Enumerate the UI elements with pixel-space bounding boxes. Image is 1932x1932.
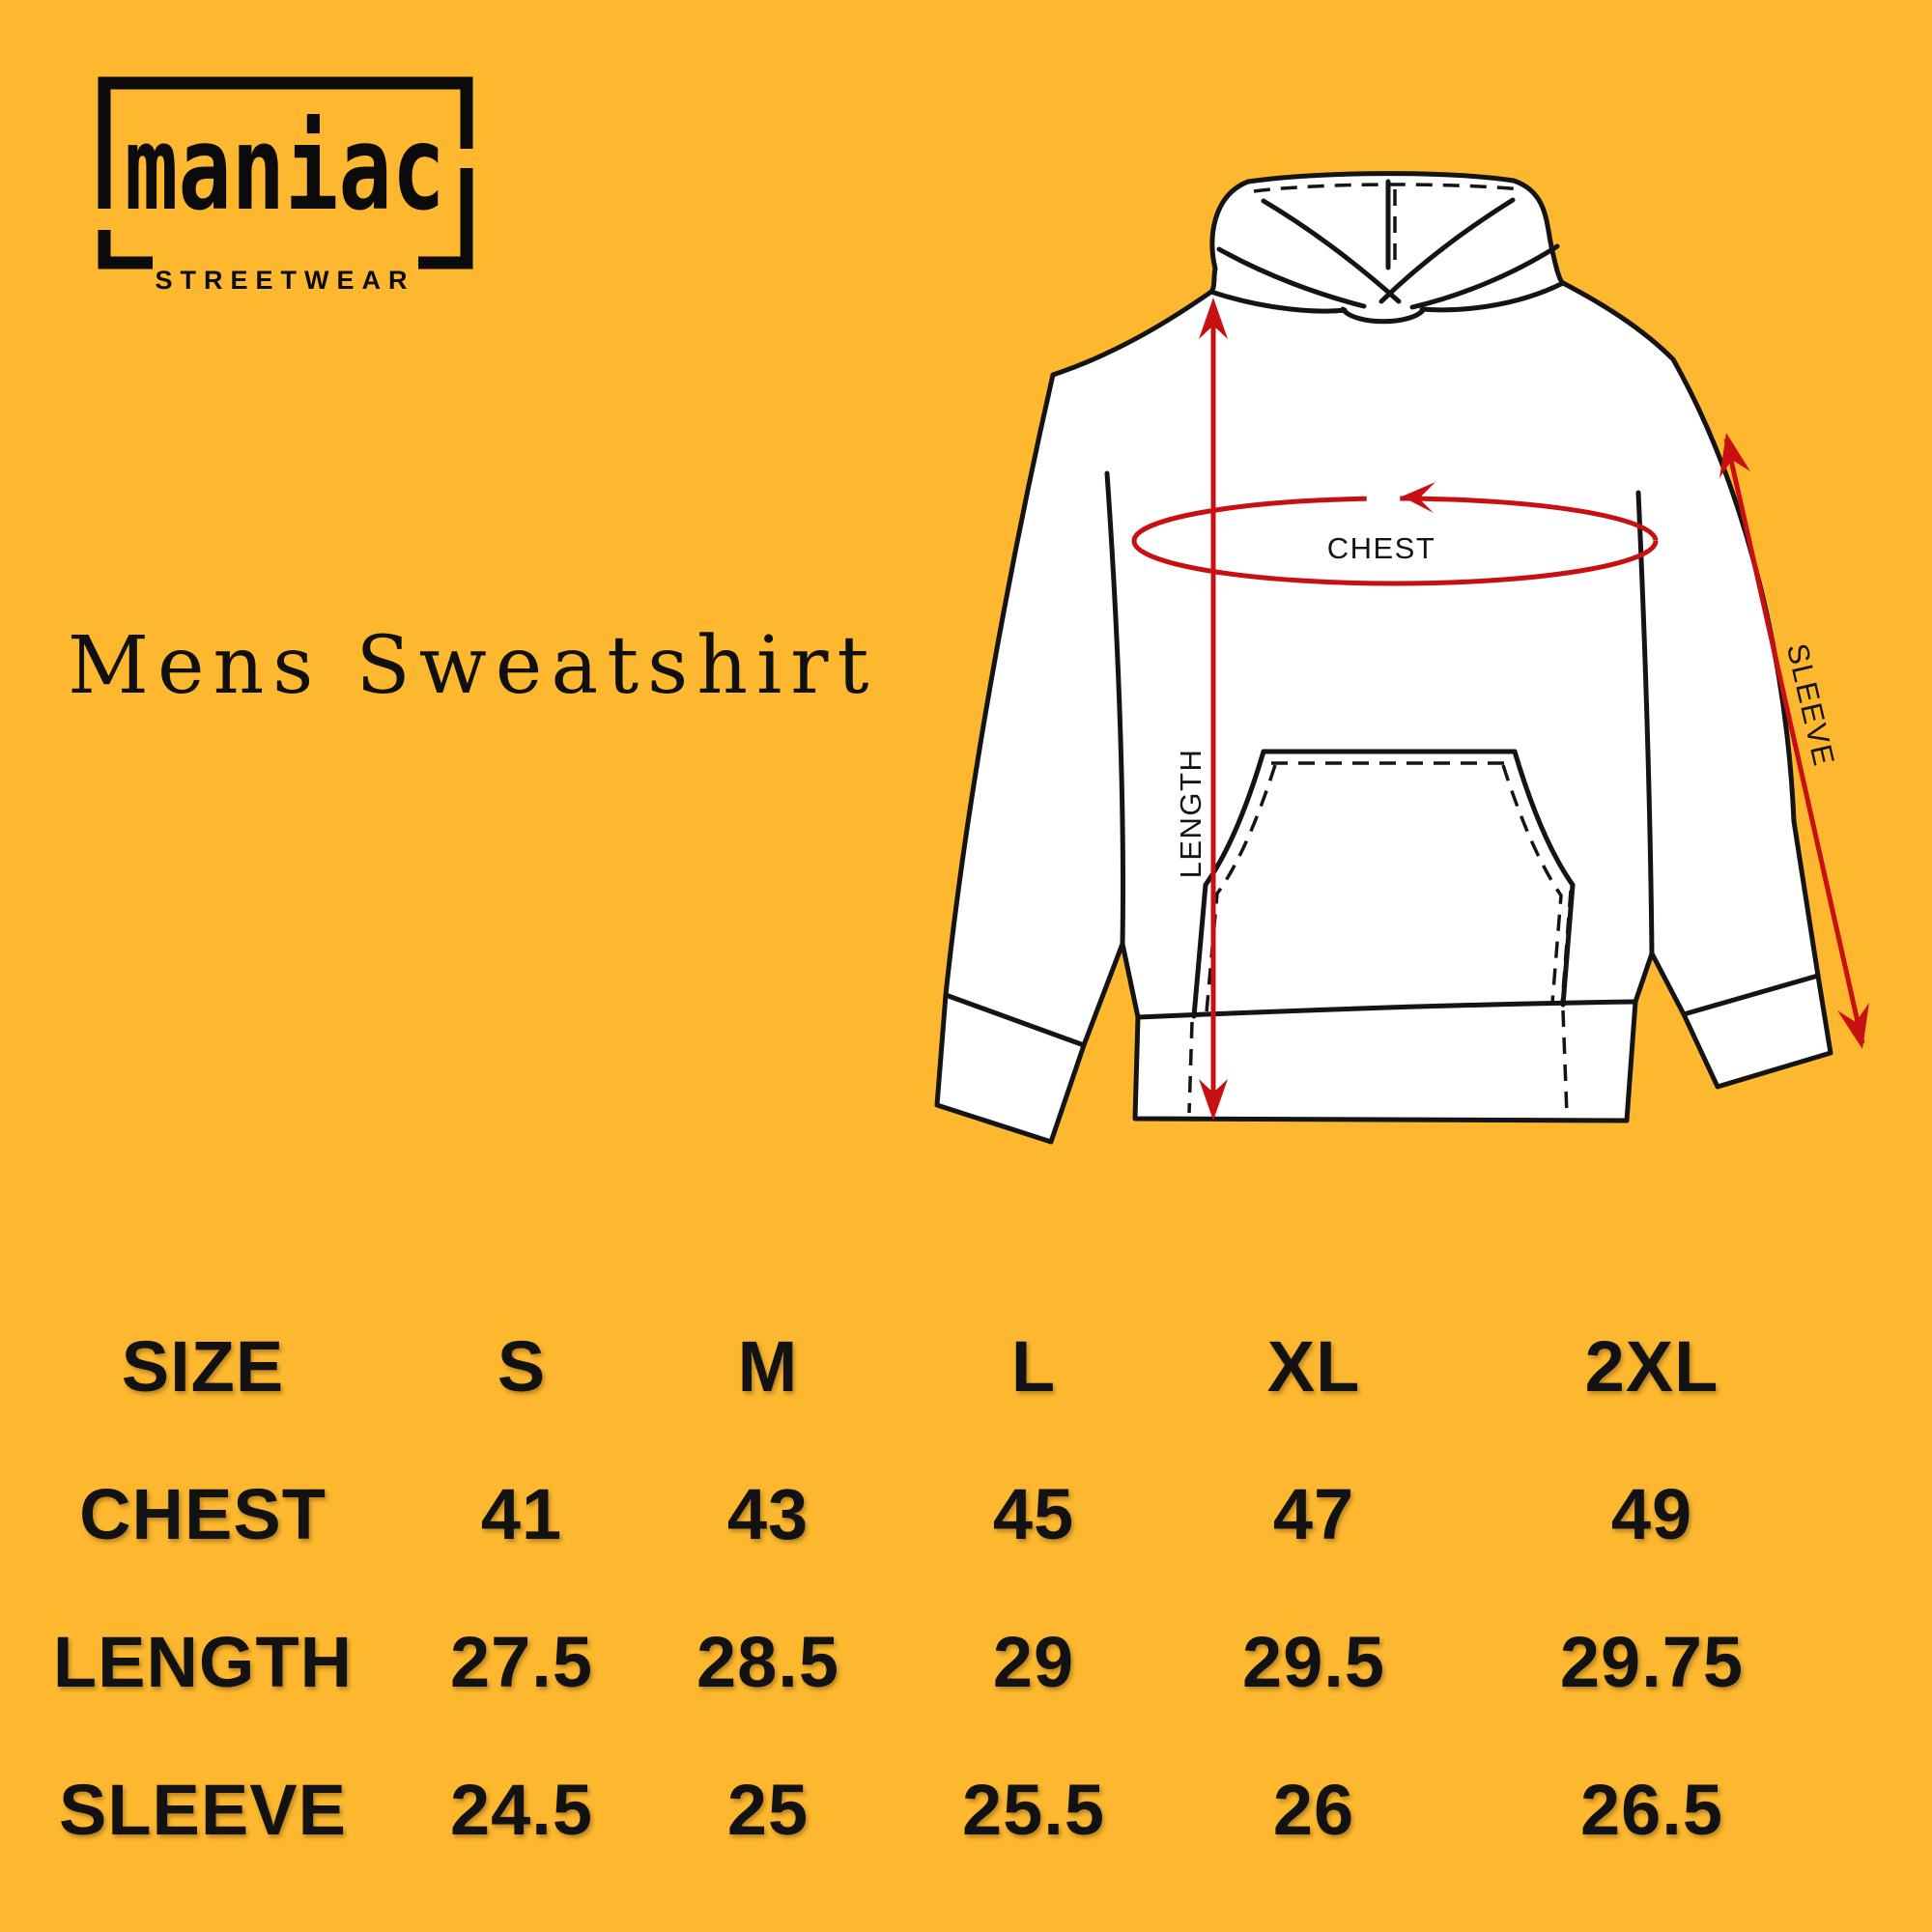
length-arrowhead-top bbox=[1199, 298, 1228, 339]
column-header-2xl: 2XL bbox=[1584, 1326, 1719, 1406]
table-row-chest: CHEST 41 43 45 47 49 bbox=[0, 1440, 1932, 1588]
length-arrowhead-bottom bbox=[1199, 1079, 1228, 1121]
table-header-row: SIZE S M L XL 2XL bbox=[0, 1293, 1932, 1440]
hood-left-fold-outer bbox=[1261, 198, 1402, 304]
length-value-l: 29 bbox=[992, 1622, 1075, 1702]
sleeve-value-l: 25.5 bbox=[961, 1770, 1106, 1850]
left-cuff-line bbox=[943, 992, 1087, 1048]
size-table: SIZE S M L XL 2XL CHEST 41 43 45 47 49 L… bbox=[0, 1293, 1932, 1884]
row-label-sleeve: SLEEVE bbox=[59, 1770, 347, 1850]
right-sleeve-seam bbox=[1635, 490, 1655, 956]
table-row-length: LENGTH 27.5 28.5 29 29.5 29.75 bbox=[0, 1588, 1932, 1736]
chest-value-2xl: 49 bbox=[1610, 1474, 1693, 1554]
pocket-right-stitch-2 bbox=[1560, 890, 1573, 1006]
waistband-line bbox=[1135, 999, 1638, 1020]
chest-value-xl: 47 bbox=[1272, 1474, 1355, 1554]
side-seam-stitch-left bbox=[1187, 1021, 1194, 1114]
pocket-right-stitch bbox=[1501, 764, 1563, 1004]
hood-right-fold-outer bbox=[1378, 197, 1516, 304]
logo-frame-bottom-left bbox=[98, 230, 153, 270]
sleeve-arrowhead-top bbox=[1719, 433, 1750, 478]
chest-value-l: 45 bbox=[992, 1474, 1075, 1554]
column-header-m: M bbox=[737, 1326, 799, 1406]
column-header-xl: XL bbox=[1266, 1326, 1361, 1406]
hood-left-fold-inner bbox=[1216, 246, 1367, 309]
sleeve-value-m: 25 bbox=[726, 1770, 810, 1850]
sleeve-value-xl: 26 bbox=[1272, 1770, 1355, 1850]
neck-seam-left bbox=[1208, 289, 1348, 314]
chest-value-s: 41 bbox=[480, 1474, 563, 1554]
logo-frame-top bbox=[98, 76, 473, 209]
sleeve-value-s: 24.5 bbox=[449, 1770, 594, 1850]
row-label-length: LENGTH bbox=[52, 1622, 354, 1702]
column-header-l: L bbox=[1010, 1326, 1057, 1406]
row-label-chest: CHEST bbox=[79, 1474, 327, 1554]
length-value-2xl: 29.75 bbox=[1559, 1622, 1745, 1702]
logo-frame-bottom-right bbox=[418, 168, 473, 270]
logo-subtext: STREETWEAR bbox=[156, 266, 415, 295]
chest-value-m: 43 bbox=[726, 1474, 810, 1554]
collar-cup bbox=[1340, 306, 1427, 325]
left-sleeve-seam bbox=[1104, 470, 1125, 947]
hoodie-silhouette bbox=[934, 171, 1833, 1145]
sleeve-value-2xl: 26.5 bbox=[1579, 1770, 1724, 1850]
brand-logo: maniac STREETWEAR bbox=[85, 64, 491, 305]
hoodie-illustration: CHEST LENGTH SLEEVE bbox=[934, 171, 1869, 1145]
pocket-right bbox=[1512, 749, 1576, 1008]
hood-channel-stitch bbox=[1253, 183, 1523, 193]
chest-label: CHEST bbox=[1327, 531, 1436, 565]
hoodie-diagram: CHEST LENGTH SLEEVE bbox=[908, 126, 1932, 1159]
hood-right-fold-inner bbox=[1409, 243, 1560, 310]
column-header-size: SIZE bbox=[121, 1326, 285, 1406]
length-value-xl: 29.5 bbox=[1241, 1622, 1386, 1702]
sleeve-arrowhead-bottom bbox=[1837, 1003, 1869, 1049]
table-row-sleeve: SLEEVE 24.5 25 25.5 26 26.5 bbox=[0, 1736, 1932, 1884]
chest-ellipse bbox=[1131, 496, 1659, 586]
side-seam-stitch-right bbox=[1561, 1009, 1569, 1116]
chest-arrowhead bbox=[1402, 482, 1435, 513]
pocket-left bbox=[1191, 749, 1266, 1019]
neck-seam-right bbox=[1419, 280, 1566, 313]
right-cuff-line bbox=[1681, 973, 1821, 1017]
logo-word: maniac bbox=[125, 102, 445, 237]
length-value-s: 27.5 bbox=[449, 1622, 594, 1702]
product-title: Mens Sweatshirt bbox=[68, 620, 878, 712]
length-value-m: 28.5 bbox=[696, 1622, 840, 1702]
sleeve-arrow bbox=[1723, 438, 1865, 1044]
logo-frame: maniac STREETWEAR bbox=[98, 76, 473, 295]
length-label: LENGTH bbox=[1174, 749, 1208, 879]
column-header-s: S bbox=[497, 1326, 547, 1406]
